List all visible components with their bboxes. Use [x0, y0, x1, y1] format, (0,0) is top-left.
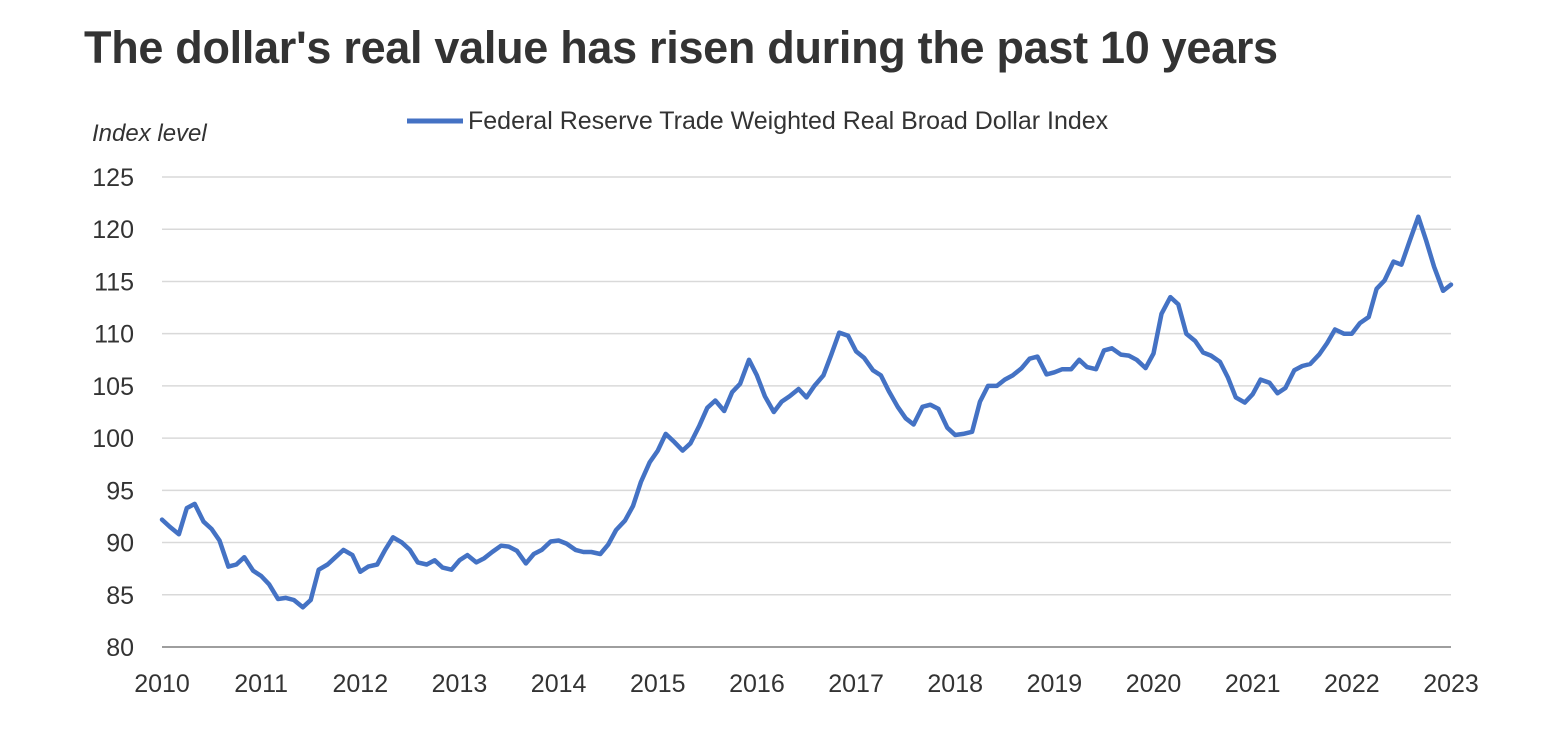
x-tick-label: 2020 [1126, 670, 1182, 698]
y-tick-label: 120 [92, 216, 134, 244]
x-axis-ticks: 2010 2011 2012 2013 2014 2015 2016 2017 2018 2019… [134, 670, 1479, 698]
y-tick-label: 95 [106, 477, 134, 505]
x-tick-label: 2016 [729, 670, 785, 698]
chart-title: The dollar's real value has risen during… [84, 22, 1278, 73]
legend: Federal Reserve Trade Weighted Real Broa… [407, 107, 1109, 135]
y-tick-label: 90 [106, 530, 134, 558]
x-tick-label: 2022 [1324, 670, 1380, 698]
x-tick-label: 2019 [1027, 670, 1083, 698]
series-line [159, 214, 1454, 610]
x-tick-label: 2018 [927, 670, 983, 698]
y-tick-label: 110 [94, 321, 134, 349]
x-tick-label: 2015 [630, 670, 686, 698]
x-tick-label: 2014 [531, 670, 587, 698]
x-tick-label: 2010 [134, 670, 190, 698]
x-tick-label: 2011 [234, 670, 288, 698]
y-tick-label: 85 [106, 582, 134, 610]
y-tick-label: 105 [92, 373, 134, 401]
y-tick-label: 125 [92, 164, 134, 192]
legend-label: Federal Reserve Trade Weighted Real Broa… [468, 107, 1109, 135]
x-tick-label: 2017 [828, 670, 884, 698]
gridlines [162, 176, 1451, 596]
y-axis-ticks: 80 85 90 95 100 105 110 115 120 125 [92, 164, 134, 662]
y-tick-label: 80 [106, 634, 134, 662]
x-tick-label: 2012 [332, 670, 388, 698]
x-tick-label: 2021 [1225, 670, 1281, 698]
y-axis-label: Index level [92, 120, 207, 147]
y-tick-label: 100 [92, 425, 134, 453]
y-tick-label: 115 [94, 268, 134, 296]
x-tick-label: 2013 [432, 670, 488, 698]
x-tick-label: 2023 [1423, 670, 1479, 698]
